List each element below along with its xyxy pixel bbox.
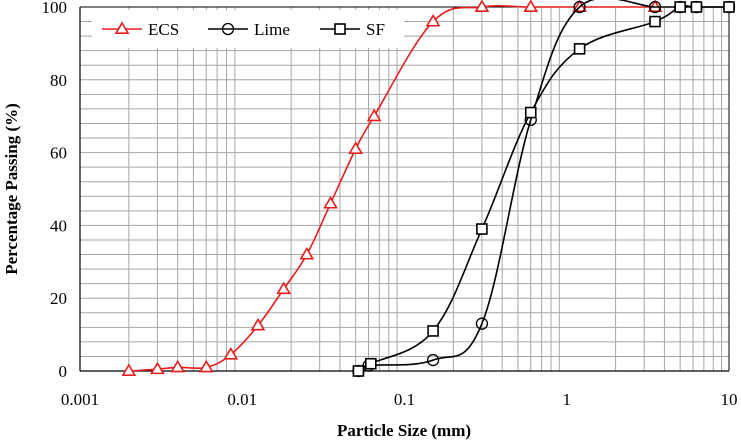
data-point-ecs (366, 108, 382, 122)
x-tick-label: 1 (563, 390, 572, 409)
data-point-sf (365, 357, 377, 370)
data-point-ecs (150, 361, 165, 375)
legend-item-ecs: ECS (102, 20, 179, 39)
x-axis-title: Particle Size (mm) (337, 421, 471, 440)
x-tick-label: 0.001 (61, 390, 99, 409)
data-point-ecs (348, 141, 364, 154)
data-point-sf (573, 43, 586, 55)
y-tick-label: 20 (50, 289, 67, 308)
data-point-ecs (121, 363, 137, 377)
legend-item-lime: Lime (208, 20, 290, 39)
legend-marker-lime (221, 22, 235, 36)
grid-lines (80, 6, 729, 372)
series-ecs (121, 0, 663, 377)
data-point-sf (524, 106, 537, 119)
data-point-ecs (425, 13, 441, 27)
data-point-ecs (276, 281, 292, 295)
data-point-sf (352, 365, 365, 377)
data-point-ecs (299, 246, 315, 260)
data-point-ecs (523, 0, 539, 12)
legend-label-lime: Lime (254, 20, 290, 39)
data-point-lime (426, 353, 440, 367)
data-point-lime (648, 0, 662, 14)
x-tick-label: 10 (721, 390, 738, 409)
legend-marker-sf (334, 23, 346, 35)
series-line-ecs (128, 5, 656, 372)
x-tick-label: 0.01 (227, 390, 257, 409)
y-tick-label: 0 (59, 362, 68, 381)
y-tick-label: 40 (50, 216, 67, 235)
data-point-lime (573, 0, 586, 14)
legend: ECS Lime SF (92, 10, 404, 48)
legend-label-sf: SF (366, 20, 385, 39)
data-point-lime (475, 317, 489, 330)
data-point-ecs (474, 0, 490, 12)
y-tick-label: 100 (42, 0, 68, 17)
y-tick-label: 80 (50, 71, 67, 90)
data-point-ecs (250, 317, 266, 331)
series-line-lime (357, 0, 729, 372)
series-lime (352, 0, 736, 378)
data-point-sf (476, 223, 488, 235)
series-sf (352, 1, 735, 377)
data-point-ecs (198, 359, 214, 373)
data-point-ecs (223, 347, 239, 360)
data-point-sf (427, 325, 439, 337)
series-layer (121, 0, 736, 378)
legend-label-ecs: ECS (148, 20, 179, 39)
legend-item-sf: SF (320, 20, 385, 39)
data-point-sf (649, 15, 661, 28)
x-tick-label: 0.1 (394, 390, 415, 409)
data-point-ecs (323, 195, 338, 209)
legend-marker-ecs (114, 21, 130, 35)
data-point-sf (723, 1, 735, 13)
data-point-sf (674, 1, 686, 13)
data-point-sf (690, 1, 703, 13)
y-tick-label: 60 (50, 144, 67, 163)
y-axis-title: Percentage Passing (%) (2, 103, 21, 275)
data-point-ecs (170, 359, 186, 373)
series-line-sf (358, 5, 729, 372)
